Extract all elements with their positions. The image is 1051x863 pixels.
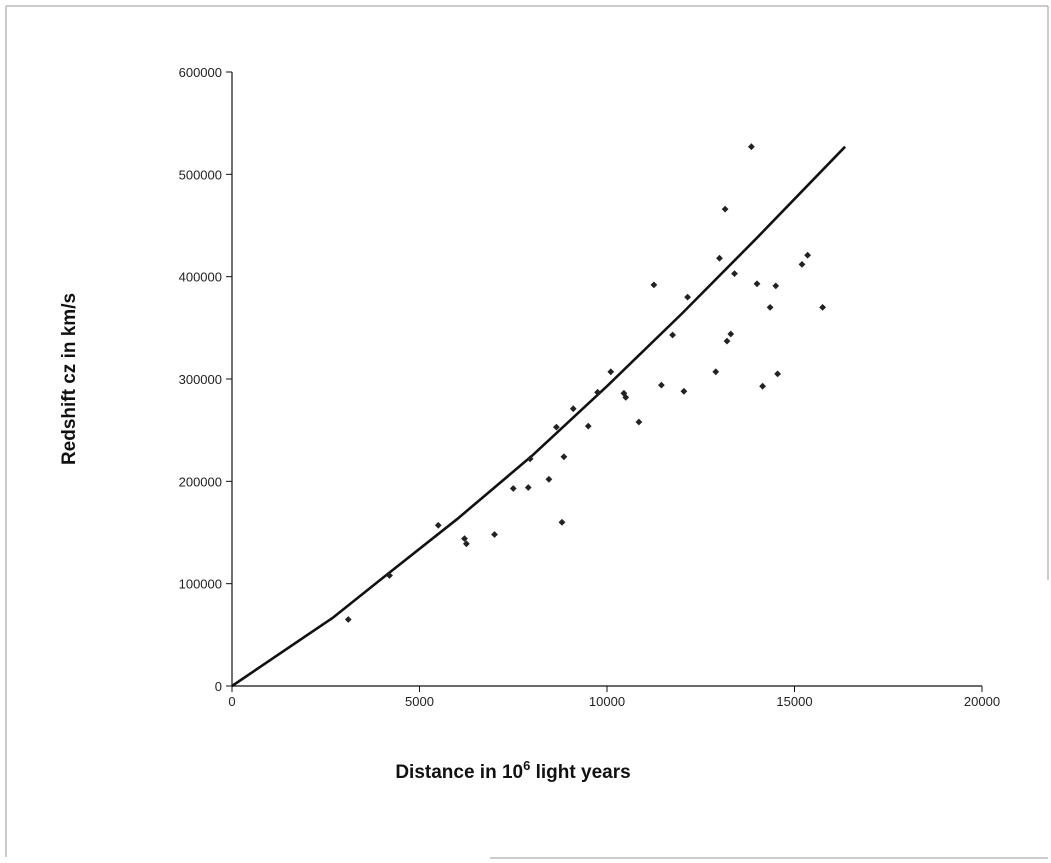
data-point [774, 370, 781, 378]
x-tick-label: 20000 [964, 694, 1000, 709]
data-point [819, 304, 826, 311]
data-point [526, 455, 534, 463]
data-points [344, 143, 826, 623]
data-point [607, 368, 615, 376]
data-point [524, 484, 532, 491]
data-point [680, 387, 688, 395]
data-point [569, 405, 577, 413]
data-point [712, 368, 720, 376]
data-point [545, 475, 553, 483]
x-axis-title-superscript: 6 [523, 758, 530, 773]
y-tick-label: 0 [215, 679, 222, 694]
data-point [461, 535, 468, 542]
data-point [804, 251, 811, 259]
y-tick-label: 200000 [179, 474, 222, 489]
data-point [669, 331, 676, 339]
data-point [753, 280, 761, 288]
y-ticks: 0 100000 200000 300000 400000 500000 600000 [179, 65, 232, 694]
data-point [558, 518, 566, 526]
data-point [491, 531, 498, 538]
data-point [386, 572, 393, 579]
fit-line [231, 145, 847, 688]
fit-line-layer [231, 145, 847, 688]
data-point [716, 254, 723, 262]
x-tick-label: 5000 [405, 694, 434, 709]
data-point [721, 205, 729, 213]
data-point [560, 453, 568, 461]
data-point [509, 485, 517, 492]
y-tick-label: 500000 [179, 167, 222, 182]
x-axis-title-suffix: light years [530, 762, 630, 783]
y-tick-label: 400000 [179, 270, 222, 285]
data-point [635, 418, 643, 426]
data-point [798, 261, 806, 268]
data-point [434, 521, 442, 529]
data-point [731, 270, 738, 277]
x-tick-label: 0 [228, 694, 235, 709]
y-tick-label: 300000 [179, 372, 222, 387]
data-point [463, 540, 470, 548]
data-point [658, 381, 665, 389]
y-axis-title: Redshift cz in km/s [59, 293, 80, 465]
data-point [622, 394, 630, 401]
data-point [723, 337, 731, 345]
data-point [727, 330, 735, 338]
data-point [594, 388, 601, 396]
data-point [344, 616, 352, 623]
x-tick-label: 15000 [776, 694, 812, 709]
data-point [748, 143, 755, 151]
y-tick-label: 100000 [179, 577, 222, 592]
x-axis-title-main: Distance in 10 [395, 762, 523, 783]
data-point [684, 293, 691, 301]
data-point [772, 282, 780, 290]
data-point [759, 382, 766, 390]
plot-area: 0 100000 200000 300000 400000 500000 600000 0 5… [179, 65, 1000, 709]
x-ticks: 0 5000 10000 15000 20000 [228, 686, 1000, 709]
data-point [766, 304, 774, 311]
y-tick-label: 600000 [179, 65, 222, 80]
x-axis-title: Distance in 106 light years [395, 758, 630, 783]
data-point [584, 422, 592, 430]
data-point [553, 423, 560, 431]
x-tick-label: 10000 [589, 694, 625, 709]
data-point [650, 281, 658, 289]
